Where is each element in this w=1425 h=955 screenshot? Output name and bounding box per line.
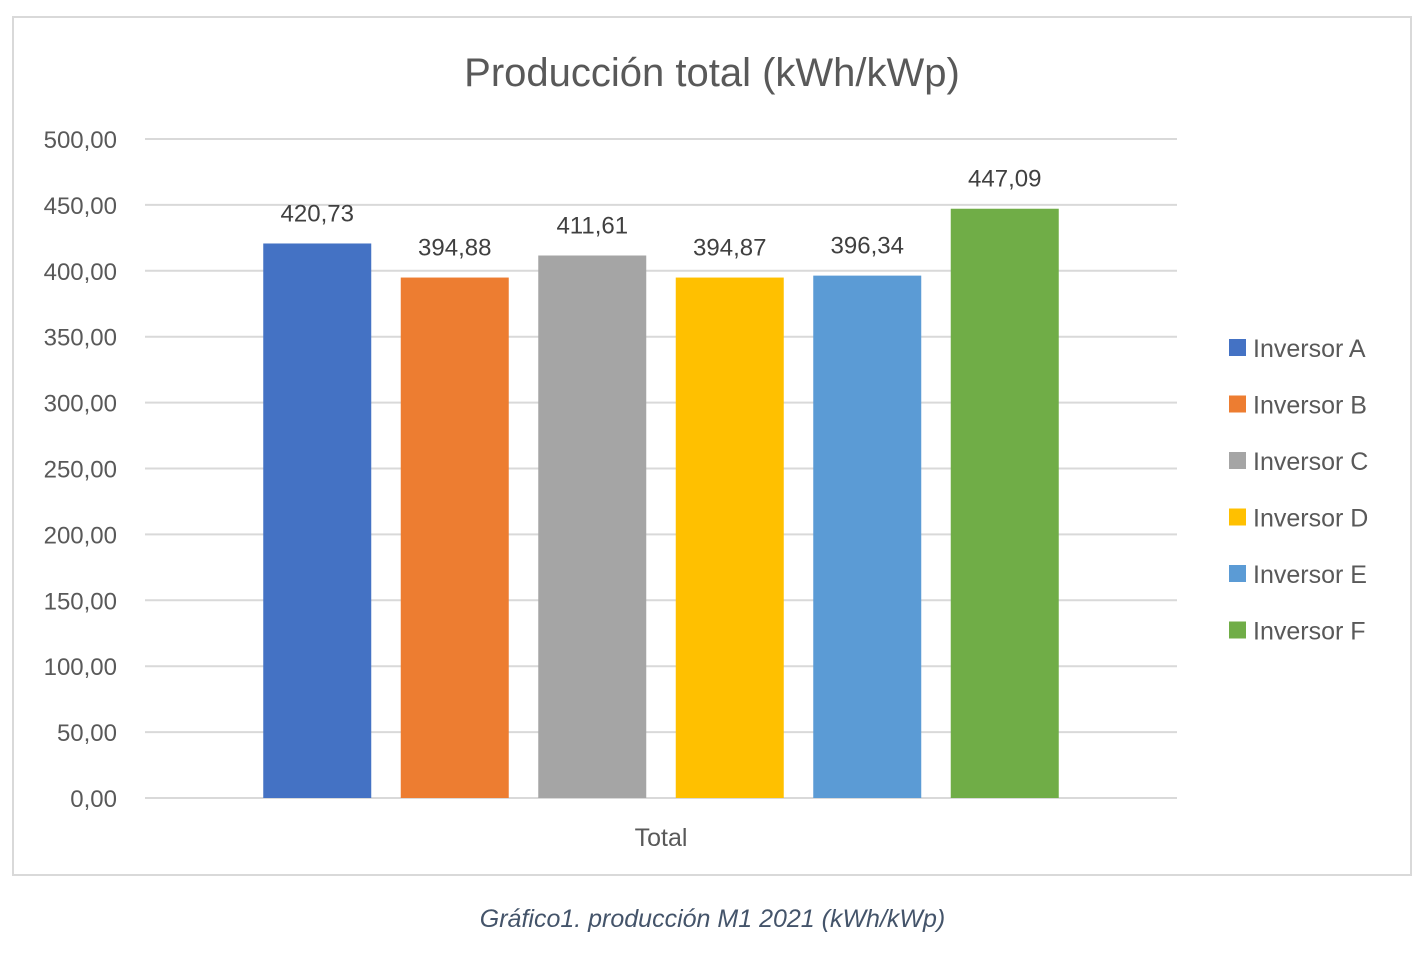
data-label: 420,73 <box>281 200 354 227</box>
y-tick-label: 100,00 <box>44 654 117 681</box>
data-labels: 420,73 394,88 411,61 394,87 396,34 447,09 <box>281 166 1042 262</box>
y-tick-label: 250,00 <box>44 457 117 484</box>
data-label: 411,61 <box>556 212 628 239</box>
y-tick-label: 300,00 <box>44 391 117 418</box>
figure-caption: Gráfico1. producción M1 2021 (kWh/kWp) <box>479 905 946 933</box>
legend-item: Inversor F <box>1229 618 1366 646</box>
bar-inversor-d <box>675 277 784 798</box>
y-tick-label: 150,00 <box>44 588 117 615</box>
data-label: 447,09 <box>968 166 1041 193</box>
legend-item: Inversor D <box>1229 505 1368 533</box>
y-tick-label: 400,00 <box>44 259 117 286</box>
y-tick-label: 450,00 <box>44 193 117 220</box>
x-axis-categories: Total <box>635 824 688 852</box>
bars <box>263 208 1059 799</box>
legend-label: Inversor F <box>1253 618 1366 646</box>
legend-swatch <box>1229 565 1246 582</box>
legend-swatch <box>1229 339 1246 356</box>
bar-inversor-e <box>813 275 922 798</box>
legend-label: Inversor D <box>1253 505 1368 533</box>
legend: Inversor A Inversor B Inversor C Inversor D… <box>1229 335 1368 646</box>
legend-item: Inversor B <box>1229 392 1367 420</box>
legend-swatch <box>1229 621 1246 639</box>
legend-swatch <box>1229 508 1246 526</box>
y-axis-ticks: 0,00 50,00 100,00 150,00 200,00 250,00 300,00 3… <box>44 127 117 813</box>
y-tick-label: 350,00 <box>44 325 117 352</box>
legend-item: Inversor E <box>1229 561 1367 589</box>
legend-swatch <box>1229 452 1246 469</box>
data-label: 396,34 <box>831 233 904 260</box>
y-tick-label: 0,00 <box>70 786 117 813</box>
bar-inversor-f <box>950 208 1059 799</box>
bar-inversor-c <box>538 255 647 798</box>
legend-swatch <box>1229 395 1246 413</box>
legend-label: Inversor E <box>1253 561 1367 589</box>
bar-inversor-b <box>400 277 509 798</box>
bar-inversor-a <box>263 243 372 799</box>
data-label: 394,87 <box>693 235 766 262</box>
legend-label: Inversor A <box>1253 335 1366 363</box>
y-tick-label: 500,00 <box>44 127 117 154</box>
legend-item: Inversor A <box>1229 335 1366 363</box>
y-tick-label: 200,00 <box>44 522 117 549</box>
y-tick-label: 50,00 <box>57 720 117 747</box>
x-category-label: Total <box>635 824 688 852</box>
legend-label: Inversor B <box>1253 392 1367 420</box>
chart-title: Producción total (kWh/kWp) <box>464 51 960 95</box>
legend-item: Inversor C <box>1229 448 1368 476</box>
data-label: 394,88 <box>418 235 491 262</box>
legend-label: Inversor C <box>1253 448 1368 476</box>
